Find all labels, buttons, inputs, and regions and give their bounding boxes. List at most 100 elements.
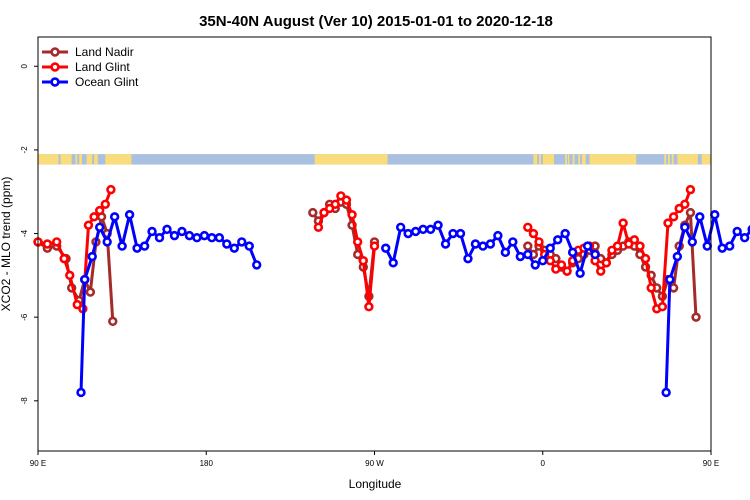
- data-point-1-0-11: [106, 184, 116, 195]
- data-point-1-0-1: [42, 239, 53, 249]
- legend-label-0: Land Nadir: [75, 45, 134, 59]
- data-point-2-1-3: [403, 228, 413, 239]
- data-point-1-2-7: [562, 266, 572, 276]
- data-point-1-0-3: [59, 253, 69, 264]
- data-point-2-0-12: [162, 224, 172, 235]
- data-point-2-0-4: [102, 237, 112, 247]
- x-tick-label-1: 180: [200, 459, 214, 468]
- data-point-1-2-29: [685, 184, 696, 195]
- data-point-2-1-20: [530, 260, 540, 270]
- data-point-2-1-2: [395, 222, 406, 232]
- data-point-1-1-0: [313, 222, 324, 232]
- land-segment-10: [542, 154, 554, 165]
- x-tick-label-0: 90 E: [30, 459, 46, 468]
- data-point-2-0-18: [207, 233, 217, 243]
- data-point-2-1-16: [500, 247, 511, 258]
- y-tick-label-3: -6: [20, 313, 29, 321]
- data-point-1-0-9: [94, 205, 105, 216]
- land-segment-12: [567, 154, 570, 165]
- data-point-2-0-7: [124, 210, 135, 220]
- data-point-1-0-10: [100, 199, 111, 209]
- data-point-1-0-4: [65, 270, 75, 281]
- land-segment-0: [38, 154, 59, 165]
- data-point-2-0-11: [154, 233, 165, 243]
- land-segment-19: [671, 154, 674, 165]
- data-point-2-2-0: [661, 387, 671, 398]
- data-point-2-1-4: [410, 226, 421, 237]
- data-point-2-0-0: [76, 387, 86, 398]
- data-point-1-2-14: [601, 258, 612, 268]
- data-point-1-1-3: [330, 199, 340, 209]
- data-point-2-2-4: [687, 237, 698, 247]
- data-point-1-0-7: [83, 220, 94, 230]
- land-segment-1: [60, 154, 72, 165]
- data-point-0-2-30: [691, 312, 701, 322]
- land-segment-5: [94, 154, 98, 165]
- data-point-2-2-9: [724, 241, 735, 251]
- data-point-2-0-9: [139, 241, 150, 251]
- data-point-2-0-20: [222, 239, 232, 249]
- data-point-2-1-28: [590, 249, 600, 260]
- data-point-2-1-9: [448, 228, 458, 239]
- data-point-1-0-2: [51, 237, 62, 247]
- data-point-2-1-21: [538, 256, 548, 266]
- y-tick-label-4: -8: [20, 397, 29, 405]
- y-tick-label-1: -2: [20, 146, 29, 154]
- data-point-2-1-10: [455, 228, 466, 239]
- data-point-2-0-8: [132, 243, 142, 253]
- data-point-2-1-19: [523, 249, 533, 260]
- land-segment-3: [79, 154, 82, 165]
- data-point-1-2-4: [545, 256, 555, 266]
- series-layer: [33, 184, 750, 398]
- legend-marker-2: [50, 77, 60, 87]
- data-point-2-1-22: [545, 243, 555, 253]
- land-segment-7: [314, 154, 388, 165]
- data-point-1-2-16: [612, 241, 623, 251]
- data-point-2-0-23: [244, 241, 254, 251]
- data-point-2-0-15: [184, 230, 195, 241]
- x-tick-label-4: 90 E: [703, 459, 719, 468]
- data-point-2-0-1: [80, 274, 90, 285]
- data-point-2-1-5: [418, 224, 428, 235]
- data-point-2-0-14: [177, 226, 187, 237]
- data-point-1-2-1: [528, 228, 539, 239]
- land-segment-6: [105, 154, 132, 165]
- data-point-2-0-21: [229, 243, 239, 253]
- x-axis: 90 E 180 90 W 0 90 E: [30, 451, 719, 468]
- data-point-0-2-0: [523, 241, 533, 251]
- data-point-0-0-11: [108, 316, 118, 327]
- data-point-1-2-17: [618, 218, 628, 228]
- data-point-2-0-16: [192, 233, 202, 243]
- data-point-2-0-2: [87, 251, 97, 262]
- series-land-glint: [33, 184, 696, 314]
- x-axis-label: Longitude: [349, 477, 402, 491]
- data-point-1-1-9: [364, 302, 374, 312]
- x-tick-label-2: 90 W: [365, 459, 384, 468]
- data-point-2-0-19: [214, 233, 225, 243]
- data-point-2-2-3: [680, 222, 690, 232]
- land-segment-9: [539, 154, 541, 165]
- land-segment-4: [86, 154, 93, 165]
- data-point-1-2-26: [668, 212, 679, 222]
- data-point-1-2-6: [556, 260, 567, 270]
- data-point-1-2-28: [680, 199, 690, 209]
- data-point-2-2-10: [732, 226, 742, 237]
- data-point-1-1-10: [369, 241, 380, 251]
- data-point-2-1-17: [508, 237, 518, 247]
- data-point-2-0-17: [199, 230, 210, 241]
- land-segment-21: [701, 154, 711, 165]
- data-point-2-2-11: [739, 233, 750, 243]
- y-axis-label: XCO2 - MLO trend (ppm): [0, 177, 13, 312]
- data-point-2-1-23: [553, 235, 563, 245]
- data-point-2-1-25: [567, 247, 578, 258]
- chart-title: 35N-40N August (Ver 10) 2015-01-01 to 20…: [199, 13, 553, 30]
- land-segment-14: [578, 154, 581, 165]
- data-point-1-2-2: [534, 237, 544, 247]
- y-axis: 0 -2 -4 -6 -8: [20, 64, 38, 405]
- data-point-2-1-12: [470, 239, 481, 249]
- data-point-2-0-3: [94, 222, 105, 232]
- y-tick-label-0: 0: [20, 64, 29, 69]
- data-point-2-1-15: [493, 230, 503, 241]
- data-point-1-1-6: [347, 210, 357, 220]
